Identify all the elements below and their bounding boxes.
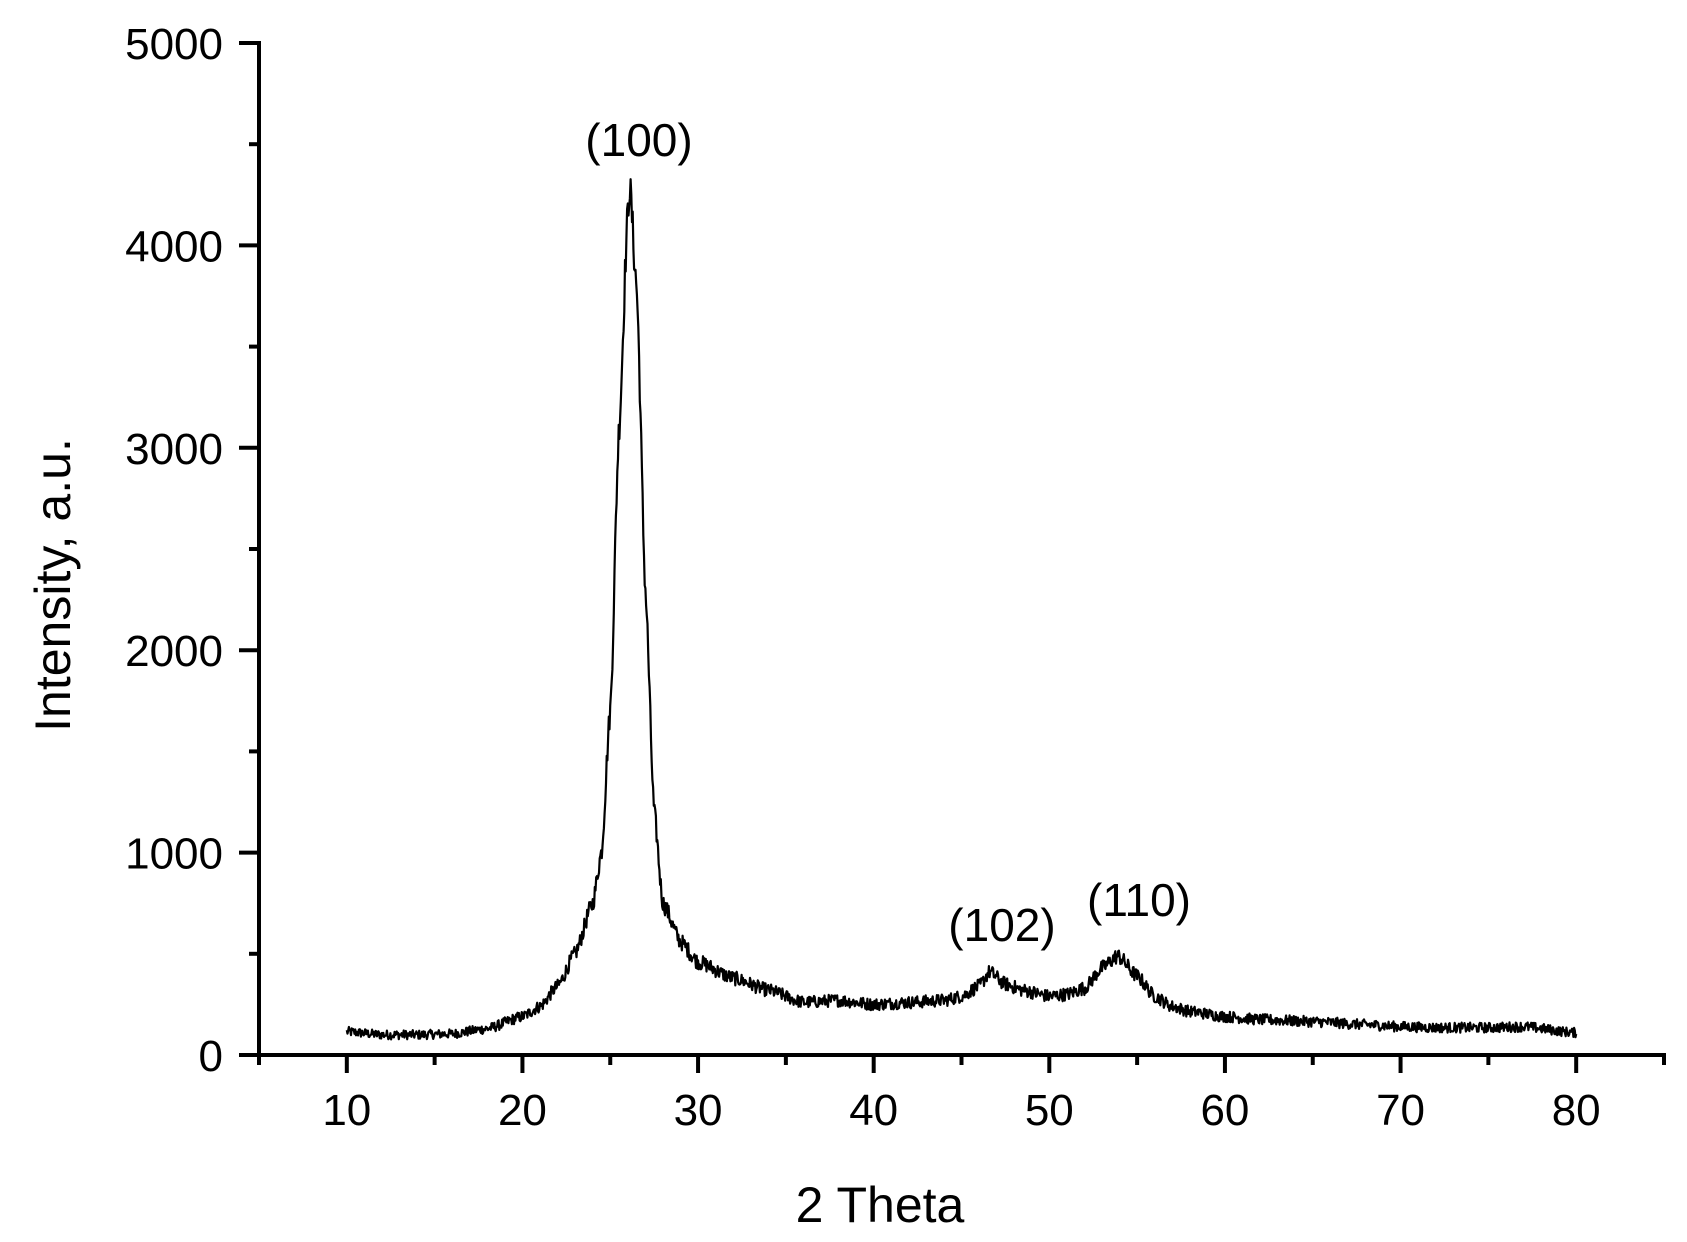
y-axis-title: Intensity, a.u. bbox=[25, 438, 81, 732]
x-tick-label: 30 bbox=[674, 1086, 723, 1135]
x-tick-label: 50 bbox=[1025, 1086, 1074, 1135]
x-axis: 10 20 30 40 50 60 70 80 bbox=[257, 1053, 1666, 1135]
peak-label-100: (100) bbox=[585, 114, 692, 166]
x-tick-label: 60 bbox=[1200, 1086, 1249, 1135]
x-tick-label: 80 bbox=[1552, 1086, 1601, 1135]
y-tick-label: 4000 bbox=[125, 222, 223, 271]
x-tick-label: 20 bbox=[498, 1086, 547, 1135]
y-tick-label: 1000 bbox=[125, 830, 223, 879]
y-axis: 0 1000 2000 3000 4000 5000 bbox=[125, 20, 261, 1081]
y-tick-label: 5000 bbox=[125, 20, 223, 69]
x-tick-label: 40 bbox=[849, 1086, 898, 1135]
y-tick-label: 0 bbox=[199, 1032, 223, 1081]
x-tick-label: 10 bbox=[322, 1086, 371, 1135]
peak-label-110: (110) bbox=[1087, 874, 1191, 926]
peak-annotations: (100) (102) (110) bbox=[585, 114, 1191, 951]
y-tick-label: 3000 bbox=[125, 425, 223, 474]
peak-label-102: (102) bbox=[948, 899, 1055, 951]
x-axis-title: 2 Theta bbox=[796, 1177, 965, 1233]
y-tick-label: 2000 bbox=[125, 627, 223, 676]
x-tick-label: 70 bbox=[1376, 1086, 1425, 1135]
xrd-trace bbox=[345, 178, 1578, 1041]
xrd-series-line bbox=[345, 178, 1578, 1041]
